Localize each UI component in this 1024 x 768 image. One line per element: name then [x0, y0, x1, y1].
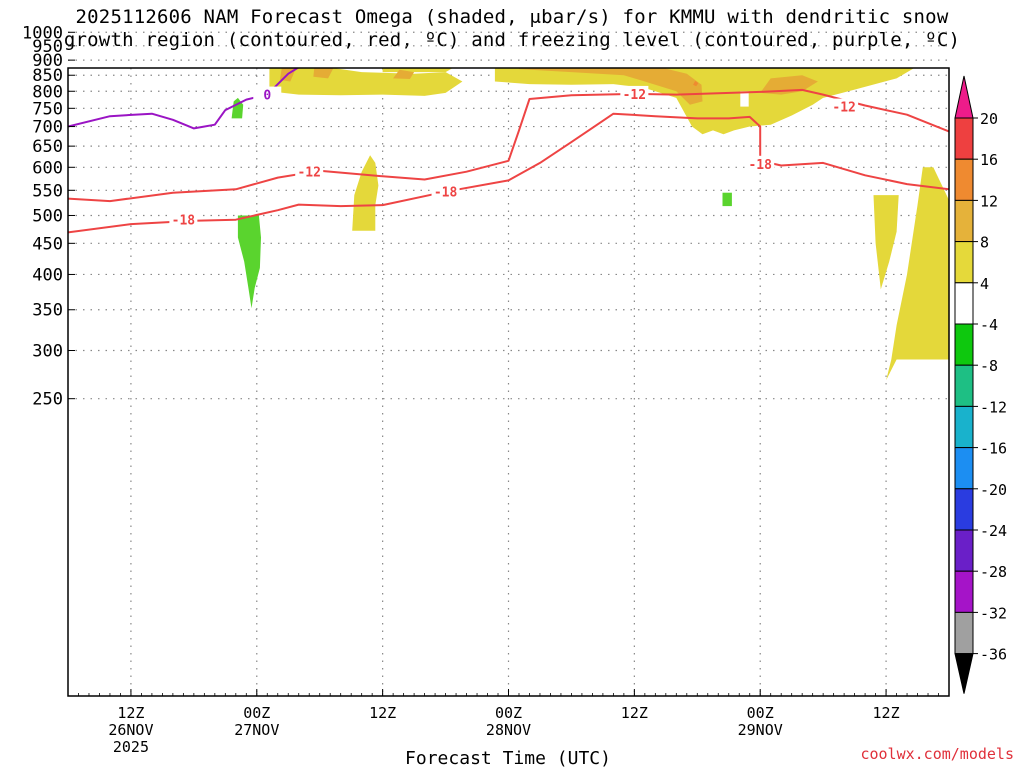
omega-region: [313, 68, 334, 79]
omega-region: [740, 91, 749, 107]
contour-label-bg: [253, 86, 282, 101]
y-tick-label: 750: [32, 99, 63, 119]
x-tick-label: 00Z: [243, 704, 270, 722]
x-tick-label: 12Z: [117, 704, 144, 722]
contour-label: -12: [623, 88, 646, 103]
colorbar-swatch: [954, 117, 974, 160]
contour-line: [68, 68, 300, 130]
contour-label: -12: [297, 166, 320, 181]
omega-region: [886, 54, 917, 63]
contour-lines: [68, 68, 949, 234]
colorbar-swatch: [954, 199, 974, 243]
x-tick-label: 2025: [113, 738, 149, 756]
x-tick-label: 26NOV: [108, 721, 153, 739]
colorbar-top-arrow: [954, 75, 974, 119]
colorbar-label: 16: [980, 151, 998, 169]
colorbar-label: -8: [980, 357, 998, 375]
omega-region: [352, 155, 379, 231]
y-tick-label: 350: [32, 301, 63, 321]
contour-line: [68, 88, 949, 203]
colorbar-swatch: [954, 364, 974, 407]
x-tick-label: 12Z: [873, 704, 900, 722]
colorbar-swatch: [954, 570, 974, 613]
colorbar-label: -12: [980, 398, 1007, 416]
colorbar-swatch: [954, 282, 974, 325]
x-tick-label: 12Z: [369, 704, 396, 722]
colorbar-label: -24: [980, 522, 1007, 540]
omega-region: [722, 192, 732, 207]
omega-region: [693, 80, 699, 87]
contour-label-bg: [620, 85, 649, 100]
x-tick-label: 29NOV: [738, 721, 783, 739]
contour-label: -18: [434, 186, 458, 201]
colorbar-swatch: [954, 529, 974, 572]
y-tick-label: 850: [32, 66, 63, 86]
y-tick-label: 700: [32, 118, 63, 138]
colorbar-swatch: [954, 241, 974, 284]
colorbar-label: 4: [980, 275, 989, 293]
omega-region: [873, 195, 899, 290]
y-tick-label: 1000: [22, 23, 63, 43]
colorbar-label: -4: [980, 316, 998, 334]
omega-region: [393, 69, 415, 79]
omega-region: [886, 167, 949, 381]
colorbar-swatch: [954, 158, 974, 201]
contour-label-bg: [830, 98, 859, 113]
omega-region: [519, 68, 703, 105]
y-tick-label: 800: [32, 82, 63, 102]
colorbar-swatch: [954, 488, 974, 531]
colorbar-label: -16: [980, 440, 1007, 458]
colorbar-label: -32: [980, 604, 1007, 622]
x-tick-label: 27NOV: [234, 721, 279, 739]
contour-line: [68, 112, 949, 234]
colorbar-swatch: [954, 611, 974, 655]
y-tick-label: 950: [32, 37, 63, 57]
omega-shading: [68, 22, 949, 381]
plot-background: [68, 68, 949, 696]
contour-label-bg: [746, 155, 775, 170]
colorbar-swatch: [954, 447, 974, 490]
contour-label-bg: [169, 211, 198, 226]
contour-label-bg: [431, 183, 460, 198]
colorbar-label: -20: [980, 481, 1007, 499]
y-tick-label: 550: [32, 181, 63, 201]
y-tick-label: 650: [32, 137, 63, 157]
colorbar-swatch: [954, 405, 974, 449]
colorbar: 20 16 12 8 4 -4 -8 -12 -16 -20 -24 -28 -32 -36: [954, 75, 1007, 694]
y-tick-label: 400: [32, 265, 63, 285]
y-axis: 2503003504004505005506006507007508008509…: [22, 23, 75, 410]
contour-labels: -18 -18 -12 -18 -12 -12 0: [169, 85, 859, 229]
colorbar-label: -28: [980, 563, 1007, 581]
colorbar-bottom-arrow: [954, 653, 974, 694]
x-tick-label: 12Z: [621, 704, 648, 722]
colorbar-label: -36: [980, 646, 1007, 664]
omega-region: [237, 215, 261, 309]
credit-text: coolwx.com/models: [860, 745, 1014, 763]
colorbar-label: 20: [980, 110, 998, 128]
x-tick-label: 00Z: [495, 704, 522, 722]
chart-title-line-1: 2025112606 NAM Forecast Omega (shaded, μ…: [75, 6, 949, 28]
x-axis-label: Forecast Time (UTC): [405, 748, 611, 768]
contour-label: 0: [263, 89, 271, 104]
x-tick-label: 28NOV: [486, 721, 531, 739]
y-tick-label: 500: [32, 206, 63, 226]
y-tick-label: 300: [32, 341, 63, 361]
surface-terrain: [68, 22, 949, 31]
y-tick-label: 450: [32, 234, 63, 254]
omega-region: [382, 68, 453, 73]
contour-label: -18: [172, 214, 196, 229]
y-tick-label: 600: [32, 158, 63, 178]
y-tick-label: 900: [32, 51, 63, 71]
contour-label-bg: [295, 163, 324, 178]
x-tick-label: 00Z: [747, 704, 774, 722]
colorbar-label: 8: [980, 234, 989, 252]
colorbar-swatch: [954, 323, 974, 366]
contour-label: -18: [748, 158, 772, 173]
colorbar-label: 12: [980, 192, 998, 210]
y-tick-label: 250: [32, 390, 63, 410]
contour-label: -12: [832, 101, 855, 116]
